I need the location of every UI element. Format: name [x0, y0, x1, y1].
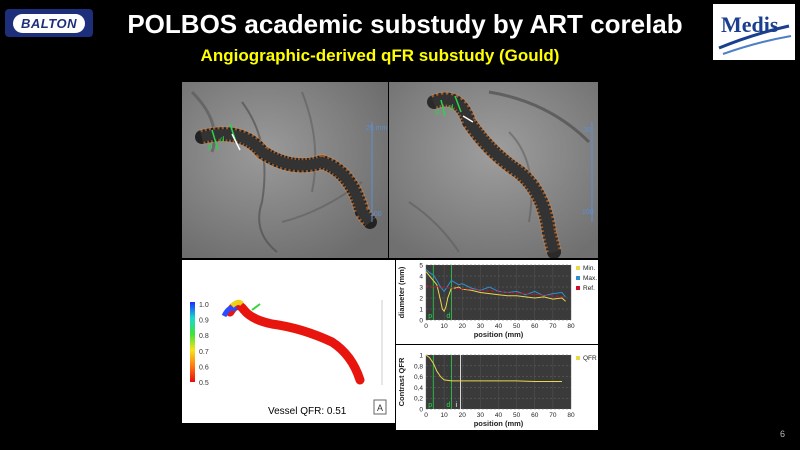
x-tick-label: 40 — [495, 323, 503, 330]
medis-swoosh-icon — [718, 24, 792, 55]
angiogram-left-image: p d 25 mm 100 — [182, 82, 388, 258]
orientation-icon[interactable] — [373, 399, 387, 415]
y-tick-label: 0,2 — [414, 396, 423, 403]
y-tick-label: 0,6 — [414, 374, 423, 381]
colorbar-tick-label: 0.7 — [199, 349, 209, 356]
x-axis-label: position (mm) — [474, 330, 524, 339]
medis-logo-text: Medis — [721, 12, 779, 37]
x-tick-label: 30 — [477, 412, 485, 419]
y-tick-label: 4 — [419, 274, 423, 281]
y-tick-label: 1 — [419, 307, 423, 314]
x-tick-label: 20 — [459, 412, 467, 419]
x-tick-label: 80 — [567, 323, 575, 330]
x-tick-label: 10 — [441, 323, 449, 330]
qfr-chart: 1 0,8 0,6 0,4 0,2 0 0 10 20 30 40 50 60 70 80 p d i positi… — [396, 345, 598, 430]
slide-subtitle: Angiographic-derived qFR substudy (Gould… — [200, 46, 560, 65]
y-tick-label: 1 — [419, 353, 423, 360]
marker-label: d — [446, 402, 450, 409]
marker-label: p — [428, 402, 432, 409]
legend-label: QFR — [583, 355, 597, 362]
slide-number: 6 — [780, 429, 786, 439]
series-line — [425, 269, 566, 298]
x-tick-label: 50 — [513, 323, 521, 330]
diameter-chart: 5 4 3 2 1 0 0 10 20 30 40 50 60 70 80 p d position (mm) di… — [396, 260, 598, 344]
x-tick-label: 20 — [459, 323, 467, 330]
x-tick-label: 10 — [441, 412, 449, 419]
series-line — [425, 285, 566, 298]
colorbar-ticks: 1.0 0.9 0.8 0.7 0.6 0.5 — [199, 302, 209, 387]
legend-swatch — [576, 266, 580, 270]
x-tick-label: 70 — [549, 323, 557, 330]
angio-right-scale-label: 30 — [583, 127, 591, 134]
y-tick-label: 5 — [419, 263, 423, 270]
marker-label: i — [455, 402, 457, 409]
y-tick-label: 0 — [419, 407, 423, 414]
marker-d-right: d — [449, 103, 453, 112]
angio-left-marker-label: 100 — [370, 211, 382, 218]
x-tick-label: 80 — [567, 412, 575, 419]
vessel-3d-image: 1.0 0.9 0.8 0.7 0.6 0.5 A — [190, 299, 387, 415]
x-tick-label: 0 — [424, 412, 428, 419]
colorbar-tick-label: 0.6 — [199, 364, 209, 371]
vessel-3d-body — [225, 301, 365, 385]
colorbar-tick-label: 0.5 — [199, 380, 209, 387]
legend-label: Min. — [583, 265, 595, 272]
qfr-chart-svg: 1 0,8 0,6 0,4 0,2 00 10 20 30 40 50 60 70 80 p d i positi… — [397, 353, 597, 429]
balton-logo-text: BALTON — [13, 13, 85, 33]
vessel-qfr-label: Vessel QFR: 0.51 — [268, 406, 347, 417]
legend-swatch — [576, 276, 580, 280]
series-line — [425, 354, 562, 382]
x-tick-label: 0 — [424, 323, 428, 330]
x-axis-label: position (mm) — [474, 419, 524, 428]
x-tick-label: 40 — [495, 412, 503, 419]
legend-label: Ref. — [583, 285, 595, 292]
marker-label: d — [446, 313, 450, 320]
qfr-colorbar — [190, 302, 195, 382]
legend-swatch — [576, 356, 580, 360]
y-axis-label: Contrast QFR — [397, 357, 406, 406]
x-tick-label: 70 — [549, 412, 557, 419]
y-tick-label: 0 — [419, 318, 423, 325]
y-tick-label: 0,8 — [414, 363, 423, 370]
angiogram-left: p d 25 mm 100 — [182, 82, 388, 258]
slide-title: POLBOS academic substudy by ART corelab — [127, 9, 683, 39]
angio-left-scale-label: 25 mm — [366, 125, 388, 132]
legend-label: Max. — [583, 275, 597, 282]
medis-logo: Medis — [713, 4, 795, 60]
angio-right-marker-label: 100 — [582, 209, 594, 216]
marker-label: p — [428, 313, 432, 320]
y-tick-label: 2 — [419, 296, 423, 303]
legend-swatch — [576, 286, 580, 290]
y-tick-label: 0,4 — [414, 385, 423, 392]
colorbar-tick-label: 1.0 — [199, 302, 209, 309]
x-tick-label: 50 — [513, 412, 521, 419]
y-tick-label: 3 — [419, 285, 423, 292]
marker-d-left: d — [220, 135, 224, 144]
x-tick-label: 60 — [531, 323, 539, 330]
x-tick-label: 30 — [477, 323, 485, 330]
orientation-icon-label: A — [377, 403, 383, 413]
colorbar-tick-label: 0.8 — [199, 333, 209, 340]
vessel-3d-render: 1.0 0.9 0.8 0.7 0.6 0.5 A — [182, 260, 395, 423]
x-tick-label: 60 — [531, 412, 539, 419]
colorbar-tick-label: 0.9 — [199, 318, 209, 325]
angiogram-right-image: p d 30 100 — [389, 82, 598, 259]
marker-p-right: p — [435, 107, 440, 116]
y-axis-label: diameter (mm) — [397, 266, 406, 318]
balton-logo: BALTON — [5, 9, 93, 37]
angiogram-right: p d 30 100 — [389, 82, 598, 259]
marker-p-left: p — [208, 142, 213, 151]
